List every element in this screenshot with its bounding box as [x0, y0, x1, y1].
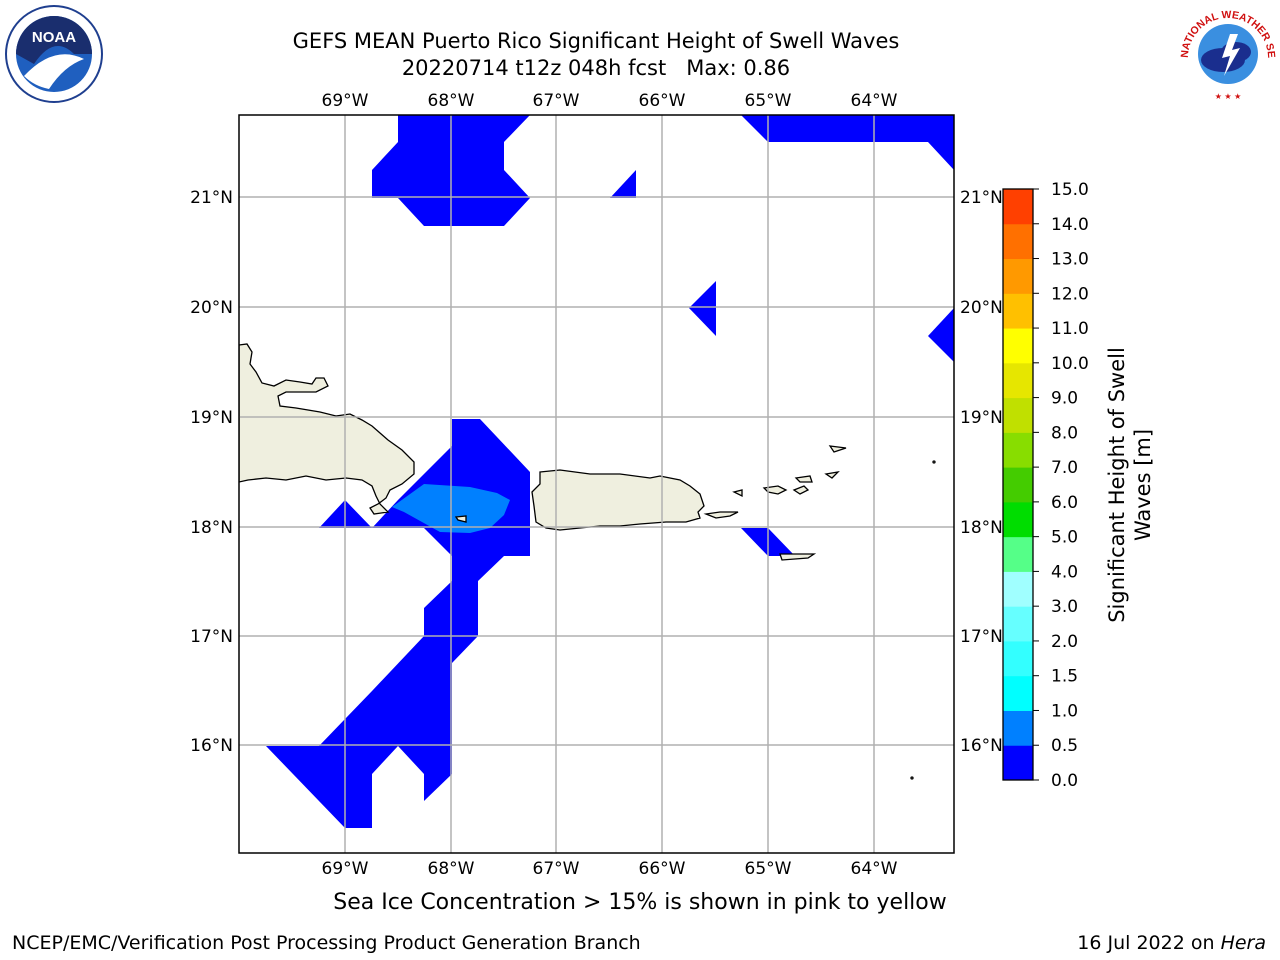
sea-ice-note: Sea Ice Concentration > 15% is shown in …: [333, 890, 947, 915]
colorbar-band: [1003, 710, 1033, 746]
lon-label-bottom: 65°W: [745, 859, 792, 879]
noaa-logo: NOAA: [5, 5, 103, 103]
footer-date-text: 16 Jul 2022 on: [1077, 932, 1221, 954]
lon-label-top: 65°W: [745, 91, 792, 111]
colorbar-band: [1003, 606, 1033, 642]
lon-label-top: 66°W: [639, 91, 686, 111]
lon-label-bottom: 66°W: [639, 859, 686, 879]
colorbar-tick-label: 10.0: [1051, 354, 1089, 374]
footer-date: 16 Jul 2022 on Hera: [1077, 932, 1266, 954]
lat-label-left: 20°N: [190, 298, 233, 318]
lat-label-right: 19°N: [960, 408, 1003, 428]
colorbar-tick-label: 2.0: [1051, 632, 1078, 652]
lat-label-right: 16°N: [960, 736, 1003, 756]
longitude-labels-bottom: 69°W 68°W 67°W 66°W 65°W 64°W: [322, 859, 898, 879]
colorbar-band: [1003, 467, 1033, 503]
footer-credit: NCEP/EMC/Verification Post Processing Pr…: [12, 932, 641, 954]
lon-label-top: 68°W: [428, 91, 475, 111]
lat-label-left: 18°N: [190, 518, 233, 538]
lon-label-bottom: 69°W: [322, 859, 369, 879]
lat-label-left: 19°N: [190, 408, 233, 428]
colorbar-tick-label: 3.0: [1051, 597, 1078, 617]
colorbar-band: [1003, 328, 1033, 364]
colorbar-band: [1003, 293, 1033, 329]
map-frame: [238, 114, 955, 854]
lat-label-right: 20°N: [960, 298, 1003, 318]
lon-label-top: 69°W: [322, 91, 369, 111]
colorbar-band: [1003, 258, 1033, 294]
longitude-labels-top: 69°W 68°W 67°W 66°W 65°W 64°W: [322, 91, 898, 111]
colorbar-tick-label: 14.0: [1051, 215, 1089, 235]
footer-host: Hera: [1220, 932, 1266, 954]
gridlines: [239, 115, 954, 853]
colorbar-band: [1003, 223, 1033, 260]
colorbar-tick-label: 0.0: [1051, 771, 1078, 791]
lat-label-left: 16°N: [190, 736, 233, 756]
colorbar-band: [1003, 745, 1033, 781]
colorbar-tick-label: 5.0: [1051, 528, 1078, 548]
colorbar-label-line2: Waves [m]: [1131, 429, 1155, 541]
lat-label-right: 17°N: [960, 627, 1003, 647]
colorbar-band: [1003, 675, 1033, 711]
lat-label-left: 17°N: [190, 627, 233, 647]
colorbar-band: [1003, 536, 1033, 572]
noaa-logo-text: NOAA: [32, 29, 76, 46]
colorbar-tick-label: 0.5: [1051, 736, 1078, 756]
lat-label-left: 21°N: [190, 188, 233, 208]
colorbar-tick-label: 12.0: [1051, 284, 1089, 304]
colorbar-frame: [1002, 188, 1034, 781]
colorbar-tick-label: 15.0: [1051, 180, 1089, 200]
land: [239, 343, 936, 780]
lon-label-top: 64°W: [851, 91, 898, 111]
colorbar-band: [1003, 397, 1033, 433]
colorbar: [1002, 188, 1034, 781]
colorbar-band: [1003, 640, 1033, 677]
colorbar-tick-label: 8.0: [1051, 423, 1078, 443]
colorbar-tick-label: 9.0: [1051, 389, 1078, 409]
lon-label-bottom: 64°W: [851, 859, 898, 879]
lon-label-top: 67°W: [533, 91, 580, 111]
lat-label-right: 18°N: [960, 518, 1003, 538]
colorbar-tick-label: 13.0: [1051, 250, 1089, 270]
colorbar-tick-label: 1.5: [1051, 667, 1078, 687]
lat-label-right: 21°N: [960, 188, 1003, 208]
colorbar-tick-label: 11.0: [1051, 319, 1089, 339]
colorbar-band: [1003, 571, 1033, 607]
lon-label-bottom: 67°W: [533, 859, 580, 879]
colorbar-tick-label: 7.0: [1051, 458, 1078, 478]
colorbar-tick-label: 4.0: [1051, 562, 1078, 582]
lon-label-bottom: 68°W: [428, 859, 475, 879]
map-area: [239, 115, 954, 853]
colorbar-ticks: 0.0 0.5 1.0 1.5 2.0 3.0 4.0 5.0 6.0 7.0 8.0 9.0 10.0…: [1033, 180, 1089, 791]
colorbar-tick-label: 1.0: [1051, 701, 1078, 721]
colorbar-band: [1003, 432, 1033, 468]
colorbar-label-line1: Significant Height of Swell: [1105, 347, 1129, 623]
latitude-labels-right: 21°N 20°N 19°N 18°N 17°N 16°N: [960, 188, 1003, 756]
latitude-labels-left: 21°N 20°N 19°N 18°N 17°N 16°N: [190, 188, 233, 756]
colorbar-band: [1003, 189, 1033, 225]
colorbar-band: [1003, 501, 1033, 538]
map-title-line1: GEFS MEAN Puerto Rico Significant Height…: [292, 29, 900, 53]
colorbar-band: [1003, 362, 1033, 399]
colorbar-tick-label: 6.0: [1051, 493, 1078, 513]
svg-text:★ ★ ★: ★ ★ ★: [1215, 92, 1242, 101]
map-title-line2: 20220714 t12z 048h fcst Max: 0.86: [401, 56, 791, 80]
nws-logo: NATIONAL WEATHER SERVICE ★ ★ ★: [1178, 4, 1277, 102]
